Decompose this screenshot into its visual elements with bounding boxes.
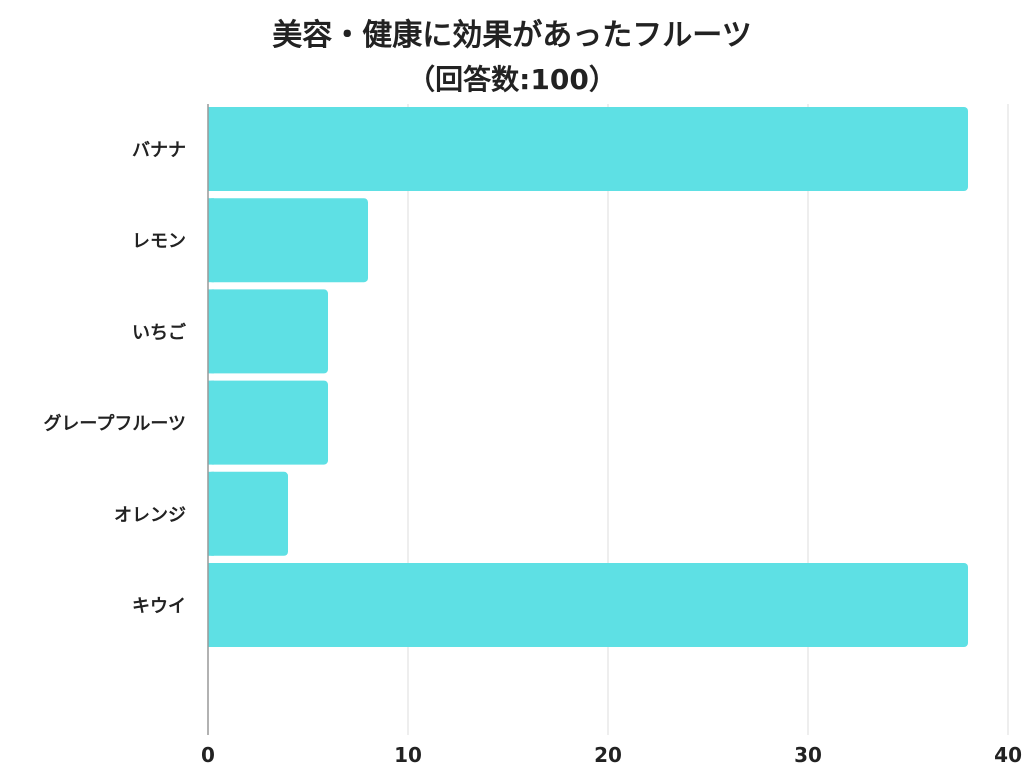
- category-label: グレープフルーツ: [43, 413, 186, 435]
- bar-5: [208, 563, 968, 647]
- chart-title: 美容・健康に効果があったフルーツ: [272, 18, 752, 53]
- bar-edge-0: [208, 107, 214, 191]
- bar-3: [208, 380, 328, 465]
- x-tick-label: 10: [394, 743, 422, 767]
- bar-4: [208, 471, 288, 556]
- x-tick-label: 40: [994, 743, 1022, 767]
- category-label: いちご: [132, 321, 186, 343]
- bar-edge-3: [208, 380, 214, 465]
- x-tick-labels: 0 10 20 30 40: [201, 743, 1022, 767]
- x-tick-label: 20: [594, 743, 622, 767]
- chart-subtitle: （回答数:100）: [407, 63, 617, 96]
- bar-edge-5: [208, 563, 214, 647]
- bar-edge-4: [208, 471, 214, 556]
- bar-edge-2: [208, 289, 214, 374]
- bar-2: [208, 289, 328, 374]
- bar-edge-1: [208, 198, 214, 283]
- x-tick-label: 0: [201, 743, 215, 767]
- category-label: レモン: [132, 231, 186, 252]
- category-label: オレンジ: [114, 505, 186, 526]
- category-label: バナナ: [132, 140, 186, 161]
- bar-1: [208, 198, 368, 283]
- category-label: キウイ: [132, 596, 186, 617]
- bar-0: [208, 107, 968, 191]
- x-tick-label: 30: [794, 743, 822, 767]
- bars: [208, 107, 968, 647]
